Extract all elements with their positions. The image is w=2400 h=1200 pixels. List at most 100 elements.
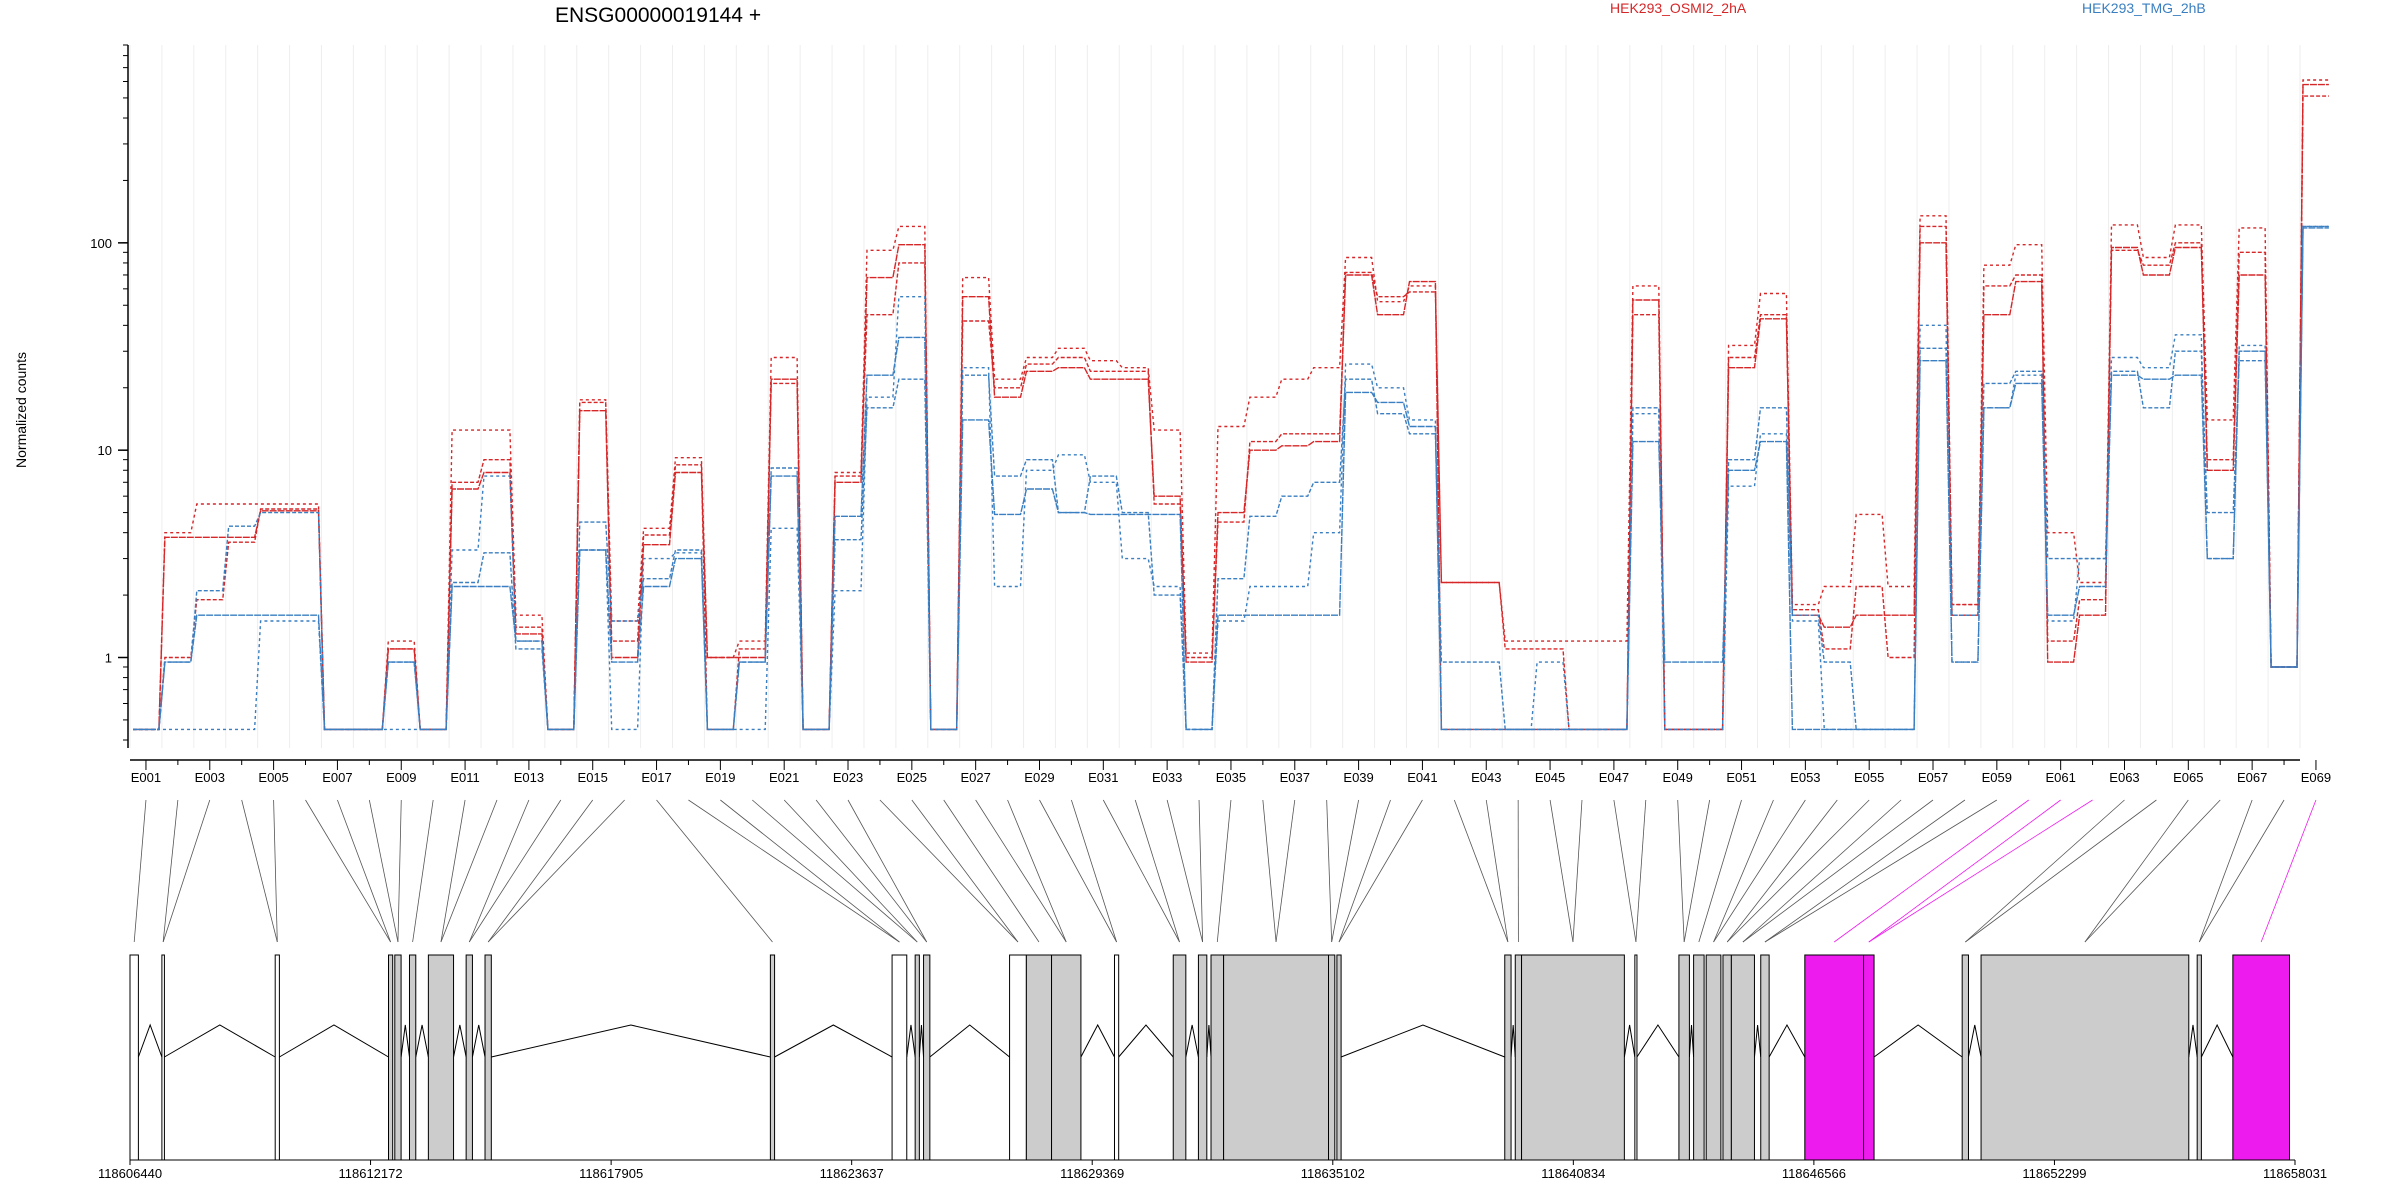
intron-line (137, 1023, 163, 1058)
intron-line (400, 1024, 410, 1058)
exon-label: E021 (769, 770, 799, 785)
connector-line (656, 799, 773, 943)
intron-line (929, 1024, 1010, 1058)
connector-line (1102, 799, 1180, 943)
intron-line (918, 1024, 925, 1058)
connector-line (1326, 799, 1333, 943)
exon-label: E043 (1471, 770, 1501, 785)
connector-line (1698, 799, 1742, 943)
exon-block (1172, 954, 1187, 1161)
exon-label: E005 (258, 770, 288, 785)
exon-block (1025, 954, 1053, 1161)
genomic-coordinate-label: 118612172 (338, 1166, 402, 1181)
connector-line (975, 799, 1067, 943)
connector-line (412, 799, 434, 943)
exon-label: E069 (2301, 770, 2331, 785)
exon-label: E019 (705, 770, 735, 785)
intron-line (2200, 1023, 2234, 1058)
genomic-coordinate-label: 118646566 (1782, 1166, 1846, 1181)
connector-line (1485, 799, 1509, 943)
intron-line (1185, 1024, 1199, 1058)
connector-line (1613, 799, 1637, 943)
exon-label: E049 (1663, 770, 1693, 785)
intron-line (453, 1024, 467, 1058)
exon-label: E033 (1152, 770, 1182, 785)
connector-line (1726, 799, 1838, 943)
connector-line (1726, 799, 1870, 943)
exon-label: E067 (2237, 770, 2267, 785)
exon-label: E025 (897, 770, 927, 785)
exon-block (1678, 954, 1690, 1161)
connector-line (1275, 799, 1296, 943)
y-tick-label: 1 (105, 650, 112, 665)
connector-line (468, 799, 562, 943)
exon-grid (129, 45, 2301, 748)
series-line (133, 227, 2329, 731)
connector-line (1683, 799, 1711, 943)
intron-line (279, 1024, 389, 1058)
connector-line (1713, 799, 1774, 943)
connector-line (783, 799, 918, 943)
connector-line (305, 799, 391, 943)
intron-line (1080, 1023, 1115, 1058)
connector-line (2260, 799, 2317, 943)
genomic-coordinate-label: 118635102 (1301, 1166, 1365, 1181)
connector-line (162, 799, 211, 943)
intron-line (1768, 1023, 1806, 1058)
exon-label: E011 (450, 770, 479, 785)
genomic-coordinate-label: 118623637 (820, 1166, 884, 1181)
exon-block (1504, 954, 1512, 1161)
connector-line (1965, 799, 2157, 943)
intron-line (491, 1024, 771, 1058)
exon-block (1693, 954, 1705, 1161)
intron-line (1623, 1024, 1636, 1058)
exon-block (274, 954, 280, 1161)
exon-axis: E001 E003 E005 E007 E009 E011 E013 E015 E017 E019… (130, 759, 2331, 785)
exon-block (427, 954, 455, 1161)
connector-line (943, 799, 1040, 943)
connector-line (1198, 799, 1204, 943)
intron-line (471, 1024, 486, 1058)
connector-line (337, 799, 391, 943)
series-lines (133, 79, 2329, 731)
exon-block (769, 954, 776, 1161)
connector-line (1071, 799, 1117, 943)
exon-block (1730, 954, 1755, 1161)
connector-line (879, 799, 1019, 943)
exon-label: E017 (641, 770, 671, 785)
exon-block (1197, 954, 1208, 1161)
y-axis-label: Normalized counts (13, 352, 29, 468)
exon-block (2232, 954, 2291, 1161)
exon-label: E051 (1726, 770, 1756, 785)
connector-line (1713, 799, 1806, 943)
exon-label: E061 (2045, 770, 2075, 785)
series-line (133, 225, 2329, 731)
exon-label: E055 (1854, 770, 1884, 785)
exon-label: E023 (833, 770, 863, 785)
connector-line (241, 799, 278, 943)
exon-label: E015 (578, 770, 608, 785)
connector-line (815, 799, 928, 943)
exon-label: E027 (960, 770, 990, 785)
exon-block (923, 954, 931, 1161)
connector-line (397, 799, 402, 943)
exon-label: E037 (1280, 770, 1310, 785)
genomic-coordinate-label: 118617905 (579, 1166, 643, 1181)
exon-block (1009, 954, 1027, 1161)
connector-line (1572, 799, 1583, 943)
exon-label: E007 (322, 770, 352, 785)
exon-label: E009 (386, 770, 416, 785)
exon-block (1722, 954, 1732, 1161)
exon-label: E041 (1407, 770, 1437, 785)
connector-line (847, 799, 928, 943)
exon-block (1760, 954, 1770, 1161)
exon-block (1514, 954, 1523, 1161)
connector-line (1338, 799, 1391, 943)
connector-line (1338, 799, 1423, 943)
legend-entry-tmg: HEK293_TMG_2hB (2082, 0, 2206, 16)
exon-block (1980, 954, 2190, 1161)
exon-block (388, 954, 394, 1161)
exon-label: E059 (1982, 770, 2012, 785)
connector-line (720, 799, 900, 943)
